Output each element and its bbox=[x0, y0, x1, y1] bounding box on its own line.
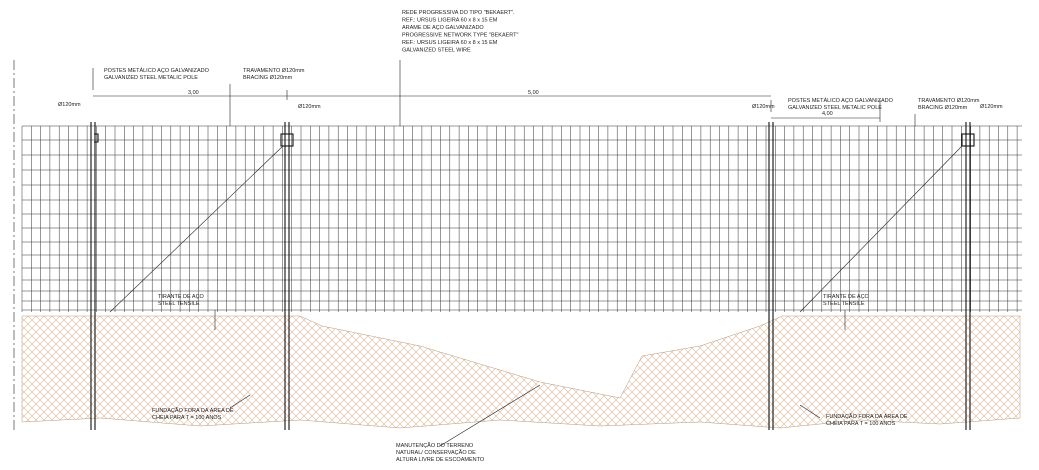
diameter: Ø120mm bbox=[980, 104, 1003, 110]
left-bracing-label: TRAVAMENTO Ø120mm bbox=[243, 68, 305, 74]
network-label: ARAME DE AÇO GALVANIZADO bbox=[402, 25, 484, 31]
left-tie-label: STEEL TENSILE bbox=[158, 301, 200, 307]
right-foundation-label: FUNDAÇÃO FORA DA ÁREA DE bbox=[826, 413, 908, 420]
terrain-label: MANUTENÇÃO DO TERRENO bbox=[396, 442, 474, 449]
network-label: GALVANIZED STEEL WIRE bbox=[402, 48, 471, 54]
diameter: Ø120mm bbox=[58, 102, 81, 108]
network-label: REF.: URSUS LIGEIRA 60 x 8 x 15 EM bbox=[402, 18, 498, 24]
dimension: 5,00 bbox=[528, 90, 539, 96]
right-pole-label: GALVANIZED STEEL METALIC POLE bbox=[788, 105, 882, 111]
dimension: 3,00 bbox=[188, 90, 199, 96]
left-pole-label: GALVANIZED STEEL METALIC POLE bbox=[104, 75, 198, 81]
network-label: REDE PROGRESSIVA DO TIPO "BEKAERT". bbox=[402, 10, 515, 16]
left-pole-label: POSTES METÁLICO AÇO GALVANIZADO bbox=[104, 67, 210, 74]
network-label: REF.: URSUS LIGEIRA 60 x 8 x 15 EM bbox=[402, 40, 498, 46]
left-foundation-label: FUNDAÇÃO FORA DA ÁREA DE bbox=[152, 407, 234, 414]
left-foundation-label: CHEIA PARA T = 100 ANOS bbox=[152, 415, 222, 421]
left-tie-label: TIRANTE DE AÇO bbox=[158, 294, 205, 300]
right-pole-label: POSTES METÁLICO AÇO GALVANIZADO bbox=[788, 97, 894, 104]
terrain-label: ALTURA LIVRE DE ESCOAMENTO bbox=[396, 457, 485, 463]
drawing: REDE PROGRESSIVA DO TIPO "BEKAERT". REF.:… bbox=[0, 0, 1039, 470]
left-bracing-label: BRACING Ø120mm bbox=[243, 75, 293, 81]
right-tie-label: TIRANTE DE AÇO bbox=[823, 294, 870, 300]
mesh bbox=[22, 126, 1022, 312]
dimension: 4,00 bbox=[822, 111, 833, 117]
right-foundation-label: CHEIA PARA T = 100 ANOS bbox=[826, 421, 896, 427]
diameter: Ø120mm bbox=[298, 104, 321, 110]
right-bracing-label: BRACING Ø120mm bbox=[918, 105, 968, 111]
right-tie-label: STEEL TENSILE bbox=[823, 301, 865, 307]
terrain-label: NATURAL/ CONSERVAÇÃO DE bbox=[396, 449, 476, 456]
right-bracing-label: TRAVAMENTO Ø120mm bbox=[918, 98, 980, 104]
network-label: PROGRESSIVE NETWORK TYPE "BEKAERT" bbox=[402, 33, 519, 39]
diameter: Ø120mm bbox=[752, 104, 775, 110]
